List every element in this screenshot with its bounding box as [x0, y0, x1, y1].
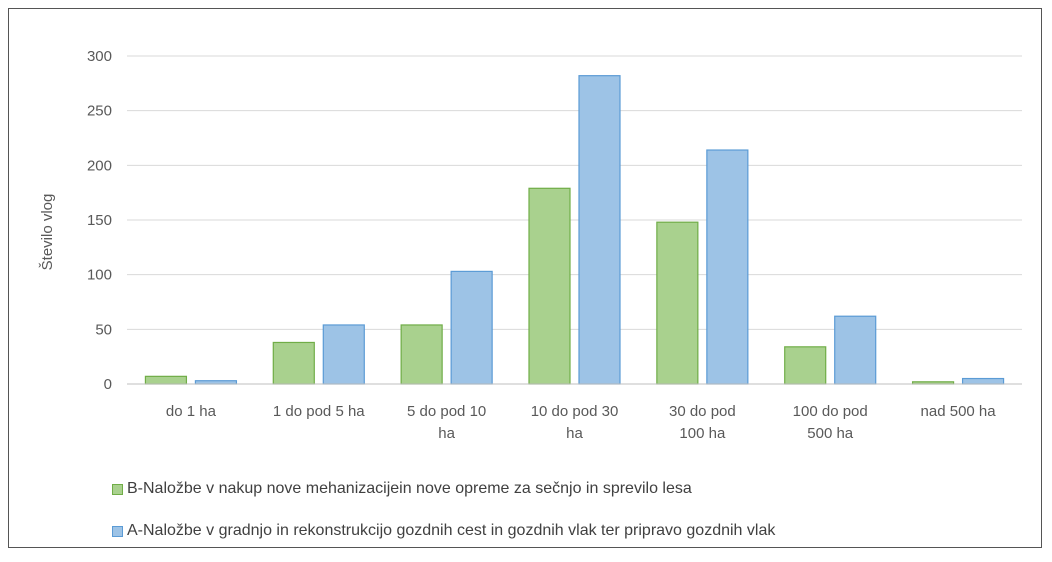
bar-b-cat-3: [528, 187, 571, 385]
bar-a-cat-2: [450, 270, 493, 385]
bar-b-cat-0: [144, 375, 188, 385]
bar-a-cat-5: [834, 315, 877, 385]
bar-a-cat-1: [322, 324, 365, 385]
x-tick-label-2-line-0: 5 do pod 10: [407, 403, 486, 420]
y-tick-label-0: 0: [104, 376, 112, 393]
x-tick-label-5-line-0: 100 do pod: [793, 403, 868, 420]
y-tick-label-50: 50: [95, 321, 112, 338]
bar-b-cat-4: [656, 221, 699, 385]
y-tick-label-150: 150: [87, 212, 112, 229]
bar-a-cat-4: [706, 149, 749, 385]
legend-swatch-series-a: [112, 525, 123, 537]
x-tick-label-6-line-0: nad 500 ha: [921, 403, 997, 420]
x-tick-label-2-line-1: ha: [438, 425, 455, 442]
bar-b-cat-2: [400, 324, 443, 385]
x-tick-label-3-line-0: 10 do pod 30: [531, 403, 619, 420]
legend-swatch-series-b: [112, 483, 123, 495]
legend-label-series-b: B-Naložbe v nakup nove mehanizacijein no…: [127, 480, 692, 497]
y-axis-title: Število vlog: [39, 194, 56, 271]
x-tick-label-4-line-1: 100 ha: [679, 425, 726, 442]
y-tick-label-250: 250: [87, 103, 112, 120]
bar-a-cat-3: [578, 75, 621, 385]
x-tick-label-3-line-1: ha: [566, 425, 583, 442]
legend: B-Naložbe v nakup nove mehanizacijein no…: [112, 478, 775, 562]
y-tick-label-300: 300: [87, 48, 112, 65]
legend-item-series-b: B-Naložbe v nakup nove mehanizacijein no…: [112, 478, 775, 500]
bar-b-cat-1: [272, 341, 315, 385]
bar-chart: 0 50 100 150 200 250 300 Število vlog do 1 ha 1 d…: [39, 48, 1022, 442]
bar-b-cat-5: [784, 346, 827, 385]
chart-frame: [8, 8, 1042, 548]
x-tick-label-4-line-0: 30 do pod: [669, 403, 736, 420]
y-tick-label-200: 200: [87, 157, 112, 174]
legend-label-series-a: A-Naložbe v gradnjo in rekonstrukcijo go…: [127, 522, 776, 539]
x-tick-label-0-line-0: do 1 ha: [166, 403, 217, 420]
x-tick-label-5-line-1: 500 ha: [807, 425, 854, 442]
bar-a-cat-6: [961, 377, 1005, 385]
legend-item-series-a: A-Naložbe v gradnjo in rekonstrukcijo go…: [112, 520, 775, 542]
x-tick-label-1-line-0: 1 do pod 5 ha: [273, 403, 365, 420]
y-tick-label-100: 100: [87, 267, 112, 284]
